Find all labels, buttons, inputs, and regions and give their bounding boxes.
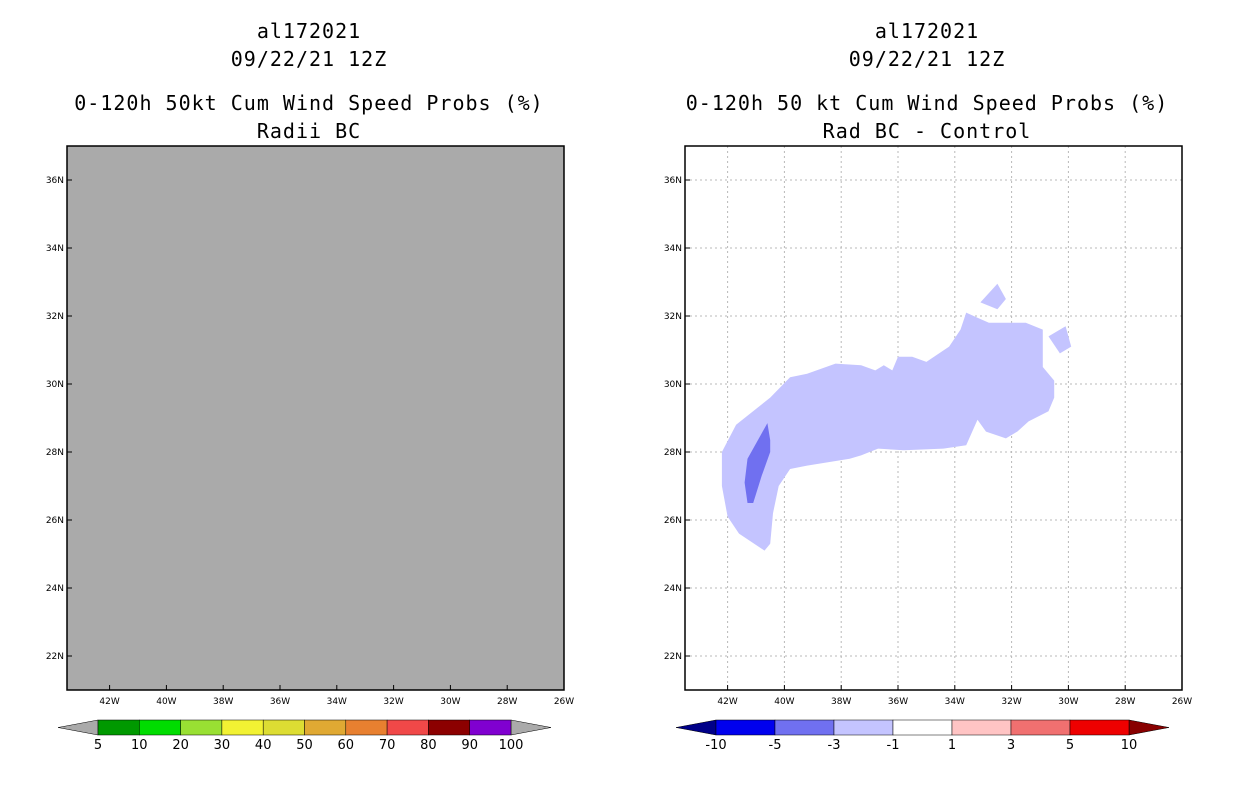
colorbar-label: 80 <box>420 738 437 753</box>
x-tick-label: 32W <box>383 697 403 707</box>
right-date: 09/22/21 12Z <box>848 47 1006 71</box>
colorbar-segment <box>1069 719 1130 736</box>
colorbar-segment <box>262 719 305 736</box>
x-tick-label: 30W <box>440 697 460 707</box>
x-tick-label: 42W <box>99 697 119 707</box>
colorbar-segment <box>139 719 181 736</box>
colorbar-label: -10 <box>705 738 726 753</box>
left-date: 09/22/21 12Z <box>230 47 388 71</box>
colorbar-label: 70 <box>379 738 396 753</box>
colorbar-segment <box>892 719 953 736</box>
x-tick-label: 28W <box>497 697 517 707</box>
right-map-chart: 42W 40W 38W 36W 34W 32W 30W 28W 26W 22N 24N 26N 28N 3… <box>664 145 1192 753</box>
x-tick-label: 28W <box>1115 697 1135 707</box>
colorbar-segment <box>221 719 264 736</box>
map-frame <box>684 145 1183 691</box>
colorbar-segment <box>469 719 512 736</box>
x-tick-label: 32W <box>1001 697 1021 707</box>
colorbar-segment <box>345 719 388 736</box>
colorbar-label: 100 <box>499 738 524 753</box>
colorbar-segment <box>1010 719 1071 736</box>
left-storm-id: al172021 <box>256 19 362 43</box>
colorbar-segment <box>386 719 429 736</box>
x-tick-label: 40W <box>774 697 794 707</box>
y-tick-label: 34N <box>664 244 682 254</box>
y-tick-label: 34N <box>46 244 64 254</box>
x-tick-label: 26W <box>1172 697 1192 707</box>
y-tick-label: 32N <box>46 312 64 322</box>
colorbar-label: 60 <box>338 738 355 753</box>
colorbar-over-arrow <box>510 719 552 736</box>
colorbar-label: 1 <box>948 738 956 753</box>
colorbar-label: 90 <box>461 738 478 753</box>
colorbar-label: 40 <box>255 738 272 753</box>
right-panel: al172021 09/22/21 12Z 0-120h 50 kt Cum W… <box>618 0 1236 800</box>
right-subtitle: Rad BC - Control <box>822 119 1032 143</box>
colorbar-label: 10 <box>1121 738 1138 753</box>
x-tick-label: 30W <box>1058 697 1078 707</box>
y-tick-label: 22N <box>46 652 64 662</box>
probability-diff-region <box>721 312 1055 551</box>
colorbar-under-arrow <box>57 719 99 736</box>
x-tick-label: 34W <box>945 697 965 707</box>
y-tick-label: 36N <box>664 176 682 186</box>
colorbar-label: 30 <box>214 738 231 753</box>
colorbar-segment <box>774 719 835 736</box>
y-tick-label: 30N <box>664 380 682 390</box>
colorbar-label: 10 <box>131 738 148 753</box>
colorbar-segment <box>715 719 776 736</box>
y-tick-label: 28N <box>664 448 682 458</box>
y-tick-label: 26N <box>664 516 682 526</box>
colorbar-under-arrow <box>675 719 717 736</box>
x-tick-label: 38W <box>831 697 851 707</box>
colorbar-over-arrow <box>1128 719 1170 736</box>
probability-diff-region <box>1048 326 1072 354</box>
colorbar-label: -1 <box>887 738 900 753</box>
colorbar-segment <box>951 719 1012 736</box>
colorbar-segment <box>428 719 470 736</box>
left-subtitle: Radii BC <box>256 119 362 143</box>
colorbar-segment <box>180 719 223 736</box>
y-tick-label: 36N <box>46 176 64 186</box>
x-tick-label: 36W <box>270 697 290 707</box>
x-tick-label: 36W <box>888 697 908 707</box>
probability-diff-region <box>744 423 771 503</box>
y-tick-label: 32N <box>664 312 682 322</box>
colorbar-label: 50 <box>296 738 313 753</box>
colorbar-label: 20 <box>172 738 189 753</box>
y-tick-label: 30N <box>46 380 64 390</box>
y-tick-label: 28N <box>46 448 64 458</box>
right-title: 0-120h 50 kt Cum Wind Speed Probs (%) <box>685 91 1169 115</box>
x-tick-label: 42W <box>717 697 737 707</box>
colorbar-label: -5 <box>769 738 782 753</box>
right-storm-id: al172021 <box>874 19 980 43</box>
probability-diff-region <box>980 283 1006 310</box>
colorbar-segment <box>833 719 894 736</box>
x-tick-label: 34W <box>327 697 347 707</box>
y-tick-label: 24N <box>664 584 682 594</box>
x-tick-label: 38W <box>213 697 233 707</box>
x-tick-label: 26W <box>554 697 574 707</box>
y-tick-label: 26N <box>46 516 64 526</box>
colorbar-segment <box>304 719 347 736</box>
colorbar-label: 3 <box>1007 738 1015 753</box>
left-panel: al172021 09/22/21 12Z 0-120h 50kt Cum Wi… <box>46 19 574 753</box>
y-tick-label: 24N <box>46 584 64 594</box>
colorbar-label: -3 <box>828 738 841 753</box>
colorbar-label: 5 <box>94 738 102 753</box>
map-background <box>67 146 564 690</box>
left-map-chart: 42W 40W 38W 36W 34W 32W 30W 28W 26W 22N 24N 26N 28N 3… <box>46 145 574 753</box>
left-title: 0-120h 50kt Cum Wind Speed Probs (%) <box>74 91 544 115</box>
y-tick-label: 22N <box>664 652 682 662</box>
colorbar-label: 5 <box>1066 738 1074 753</box>
colorbar-segment <box>97 719 140 736</box>
map-frame <box>66 145 565 691</box>
x-tick-label: 40W <box>156 697 176 707</box>
